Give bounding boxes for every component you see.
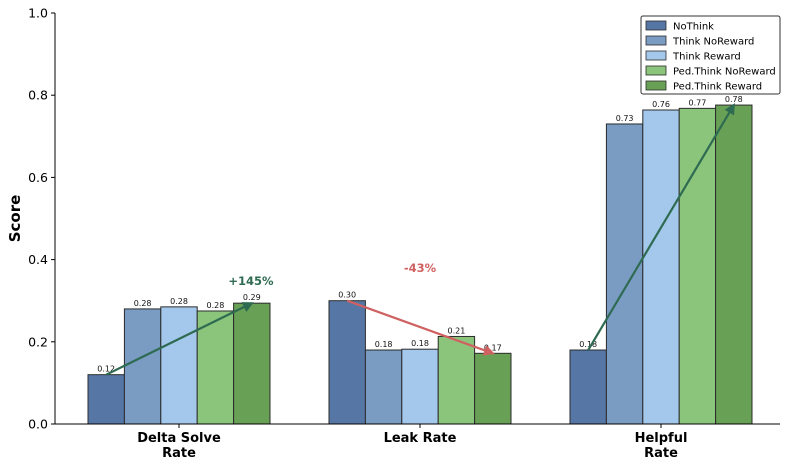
trend-arrow [346,299,495,356]
bar-value-label: 0.28 [170,297,188,306]
bar-ped-think-reward-cat1 [474,352,512,425]
legend-label: Think Reward [672,52,741,63]
y-tick-label: 0.2 [28,334,48,349]
trend-arrow [587,103,735,351]
bar-nothink-cat2 [569,349,607,425]
bar-nothink-cat1 [328,300,366,425]
bar-value-label: 0.76 [652,100,670,109]
legend-label: Think NoReward [672,37,754,48]
legend-label: NoThink [673,22,714,33]
bar-value-label: 0.78 [725,95,743,104]
change-annotation: +145% [228,274,274,288]
bar-value-label: 0.28 [134,299,152,308]
bar-ped-think-reward-cat0 [233,302,271,425]
bar-value-label: 0.28 [206,301,224,310]
legend-swatch [645,50,667,61]
y-axis-label: Score [6,195,24,243]
legend-swatch [645,20,667,31]
bar-nothink-cat0 [87,374,125,425]
bar-think-reward-cat2 [642,109,680,425]
bar-think-reward-cat0 [160,306,198,425]
bar-value-label: 0.77 [688,98,706,107]
bar-value-label: 0.73 [616,114,634,123]
bar-ped-think-reward-cat2 [715,104,753,425]
bar-value-label: 0.30 [338,291,356,300]
bar-value-label: 0.12 [97,365,115,374]
bar-think-noreward-cat1 [364,349,403,425]
bar-value-label: 0.18 [579,340,597,349]
bar-value-label: 0.18 [411,339,429,348]
bar-think-noreward-cat0 [123,308,162,425]
bar-value-label: 0.18 [375,340,393,349]
legend-swatch [645,80,667,91]
bar-ped-think-noreward-cat1 [437,335,476,425]
x-tick-label: Helpful [635,431,688,446]
bar-think-noreward-cat2 [605,123,644,425]
legend-swatch [645,65,667,76]
x-tick-label: Rate [162,446,196,461]
y-tick-label: 0.0 [28,417,48,432]
bar-think-reward-cat1 [401,348,439,425]
y-tick-label: 0.4 [28,252,48,267]
bar-value-label: 0.21 [447,326,465,335]
legend-label: Ped.Think NoReward [673,67,776,78]
legend-box [640,15,781,95]
y-tick-label: 0.8 [28,88,48,103]
y-tick-label: 1.0 [28,6,48,21]
change-annotation: -43% [404,261,437,275]
x-tick-label: Rate [644,446,678,461]
bar-ped-think-noreward-cat2 [678,107,717,425]
y-tick-label: 0.6 [28,170,48,185]
legend-swatch [645,35,667,46]
trend-arrow [105,302,254,376]
legend-label: Ped.Think Reward [673,82,762,93]
x-tick-label: Leak Rate [384,431,457,446]
bar-value-label: 0.29 [243,293,261,302]
x-tick-label: Delta Solve [137,431,221,446]
